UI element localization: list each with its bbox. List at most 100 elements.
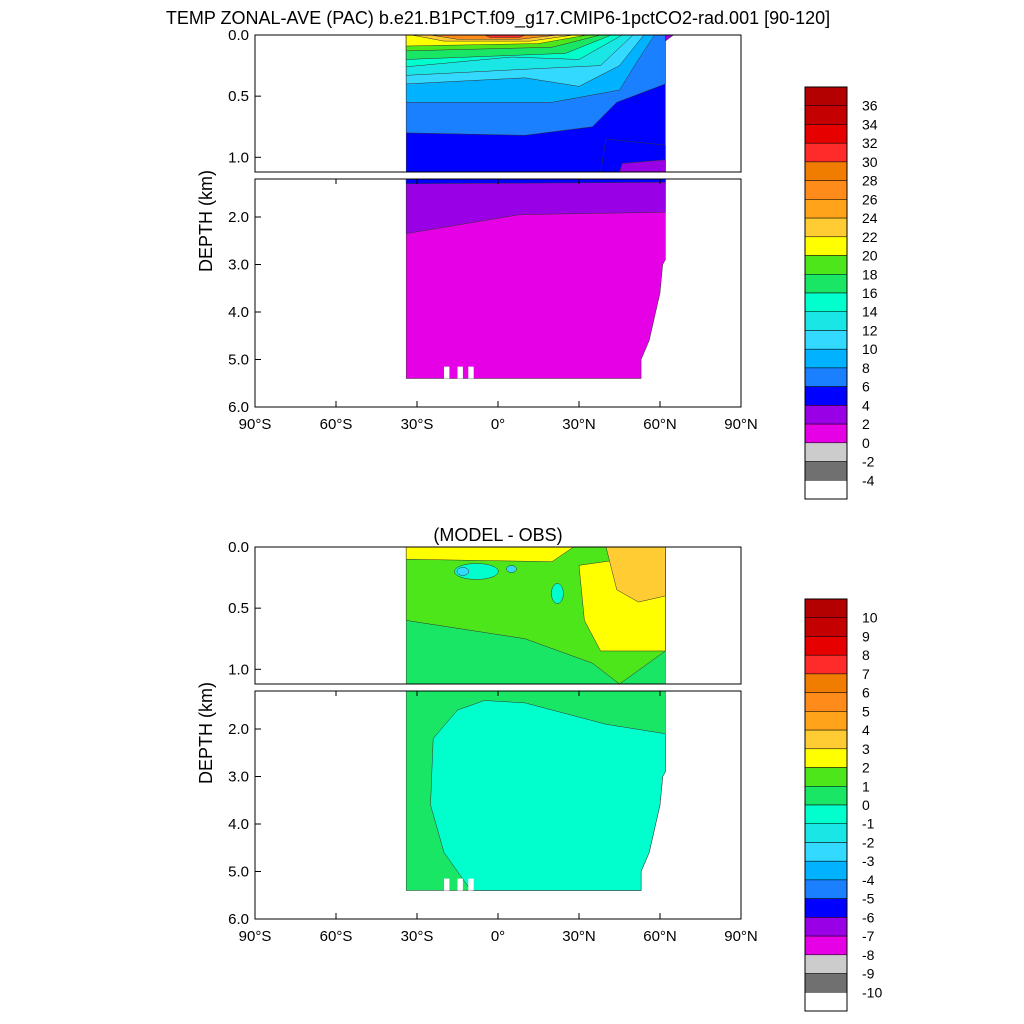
x-tick-label: 90°N xyxy=(724,928,758,945)
colorbar-label: 6 xyxy=(862,685,870,701)
colorbar-label: 5 xyxy=(862,703,870,719)
contour-fill-neg3b xyxy=(506,565,517,573)
y-axis-label: DEPTH (km) xyxy=(196,170,216,272)
colorbar-label: 20 xyxy=(862,248,878,264)
upper-frame xyxy=(254,34,742,173)
colorbar-swatch xyxy=(804,348,848,369)
panel-model-minus-obs: (MODEL - OBS) DEPTH (km) 0.0 0.5 1.0 2.0 3.0 4.… xyxy=(196,525,882,1012)
colorbar-label: 26 xyxy=(862,191,878,207)
colorbar-swatch xyxy=(804,935,848,956)
colorbar-label: 32 xyxy=(862,135,878,151)
colorbar-swatch xyxy=(804,217,848,238)
contour-fills xyxy=(405,546,666,891)
x-tick-label: 0° xyxy=(491,928,505,945)
colorbar-swatch xyxy=(804,142,848,163)
y-tick-label: 5.0 xyxy=(228,864,249,881)
x-tick-label: 60°N xyxy=(643,416,677,433)
colorbar-label: 18 xyxy=(862,266,878,282)
colorbar-swatch xyxy=(804,124,848,144)
colorbar-swatch xyxy=(804,161,848,181)
data-gap xyxy=(468,878,474,891)
x-tick-label: 30°S xyxy=(401,928,434,945)
colorbar-swatch xyxy=(804,954,848,974)
panel-gap xyxy=(255,172,741,179)
contour-fill-neg1 xyxy=(454,563,499,580)
colorbar-label: -2 xyxy=(862,454,875,470)
contour-fills xyxy=(405,34,675,379)
colorbar-swatch xyxy=(804,423,848,444)
colorbar-swatch xyxy=(804,330,848,350)
colorbar-swatch xyxy=(804,255,848,275)
y-tick-label: 1.0 xyxy=(228,149,249,166)
y-tick-label: 1.0 xyxy=(228,661,249,678)
colorbar-label: 12 xyxy=(862,322,878,338)
x-tick-label: 30°N xyxy=(562,928,596,945)
data-gap xyxy=(457,878,463,891)
colorbar-label: 1 xyxy=(862,778,870,794)
colorbar-swatch xyxy=(804,367,848,387)
x-tick-label: 90°S xyxy=(239,928,272,945)
colorbar-label: 8 xyxy=(862,360,870,376)
colorbar-swatch xyxy=(804,199,848,219)
y-tick-label: 6.0 xyxy=(228,911,249,928)
colorbar-label: 10 xyxy=(862,341,878,357)
colorbar-swatch xyxy=(804,86,848,106)
data-gap xyxy=(468,366,474,379)
colorbar-swatch xyxy=(804,617,848,637)
data-gap xyxy=(457,366,463,379)
colorbar-label: -3 xyxy=(862,853,875,869)
contour-fill-neg1-lower xyxy=(430,700,666,891)
colorbar-label: -5 xyxy=(862,891,875,907)
colorbar-swatch xyxy=(804,598,848,618)
colorbar-label: 3 xyxy=(862,741,870,757)
colorbar-swatch xyxy=(804,842,848,862)
y-tick-label: 0.5 xyxy=(228,600,249,617)
colorbar-label: 2 xyxy=(862,416,870,432)
colorbar-swatch xyxy=(804,973,848,993)
contour-fill-neg1b xyxy=(551,583,564,604)
colorbar-label: 7 xyxy=(862,666,870,682)
colorbar-swatch xyxy=(804,461,848,481)
colorbar-label: 2 xyxy=(862,760,870,776)
colorbar-swatch xyxy=(804,405,848,425)
colorbar-swatch xyxy=(804,711,848,731)
contour-fill-0 xyxy=(405,178,666,379)
x-tick-label: 60°S xyxy=(320,416,353,433)
colorbar-frame xyxy=(804,598,848,1012)
colorbar-swatch xyxy=(804,992,848,1012)
colorbar-label: 9 xyxy=(862,628,870,644)
x-tick-label: 90°S xyxy=(239,416,272,433)
colorbar-label: 22 xyxy=(862,229,878,245)
colorbar-swatch xyxy=(804,274,848,294)
colorbar-label: -4 xyxy=(862,472,875,488)
y-tick-label: 0.0 xyxy=(228,27,249,44)
colorbar-label: 34 xyxy=(862,116,878,132)
colorbar-swatch xyxy=(804,804,848,824)
x-tick-label: 60°N xyxy=(643,928,677,945)
colorbar-frame xyxy=(804,86,848,500)
y-tick-label: 4.0 xyxy=(228,816,249,833)
colorbar-swatch xyxy=(804,311,848,331)
data-gap xyxy=(444,878,450,891)
colorbar-swatch xyxy=(804,767,848,787)
colorbar-swatch xyxy=(804,292,848,312)
colorbar-swatch xyxy=(804,786,848,806)
colorbar-label: 30 xyxy=(862,154,878,170)
colorbar-label: 24 xyxy=(862,210,878,226)
colorbar-label: -8 xyxy=(862,947,875,963)
colorbar-swatch xyxy=(804,442,848,462)
y-tick-label: 3.0 xyxy=(228,769,249,786)
y-tick-label: 5.0 xyxy=(228,352,249,369)
colorbar-swatch xyxy=(804,823,848,843)
colorbar-swatch xyxy=(804,654,848,675)
colorbar-label: -2 xyxy=(862,834,875,850)
y-tick-label: 2.0 xyxy=(228,209,249,226)
data-gap xyxy=(444,366,450,379)
contour-fill-2-top xyxy=(405,546,575,562)
colorbar-label: -1 xyxy=(862,816,875,832)
colorbar-label: 16 xyxy=(862,285,878,301)
colorbar-label: 4 xyxy=(862,722,870,738)
colorbar-swatch xyxy=(804,692,848,712)
colorbar-label: -6 xyxy=(862,909,875,925)
